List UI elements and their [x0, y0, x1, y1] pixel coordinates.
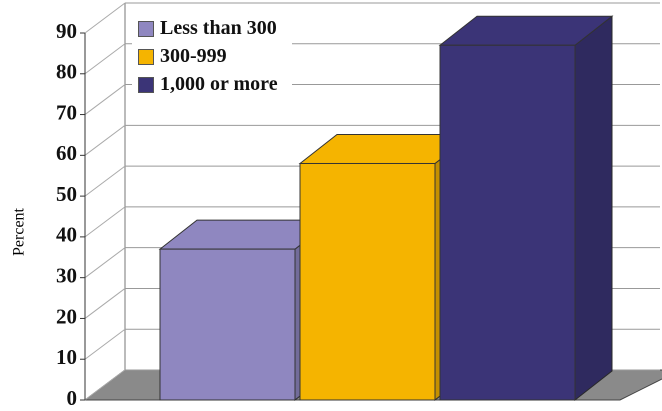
- legend-swatch: [138, 77, 154, 93]
- tick-depth: [84, 206, 126, 238]
- y-tick-label: 70: [56, 100, 77, 124]
- legend-label: Less than 300: [160, 17, 277, 39]
- legend: Less than 300 300-999 1,000 or more: [132, 12, 292, 106]
- legend-label: 1,000 or more: [160, 73, 278, 95]
- y-tick-label: 20: [56, 304, 77, 328]
- tick-depth: [84, 288, 126, 319]
- legend-swatch: [138, 21, 154, 37]
- bar: [299, 162, 436, 401]
- bar: [159, 248, 296, 401]
- tick-depth: [84, 247, 126, 279]
- legend-label: 300-999: [160, 45, 227, 67]
- y-tick-label: 10: [56, 345, 77, 369]
- tick-depth: [84, 84, 126, 115]
- legend-entry: 300-999: [138, 44, 288, 68]
- y-tick-label: 60: [56, 141, 77, 165]
- y-tick-label: 30: [56, 263, 77, 287]
- y-tick-label: 40: [56, 223, 77, 247]
- legend-entry: Less than 300: [138, 16, 288, 40]
- legend-swatch: [138, 49, 154, 65]
- tick-depth: [84, 124, 126, 156]
- bar-side: [574, 15, 613, 402]
- tick-depth: [84, 2, 126, 34]
- bar: [439, 44, 576, 401]
- tick-depth: [84, 328, 126, 360]
- legend-entry: 1,000 or more: [138, 72, 288, 96]
- tick-depth: [84, 43, 126, 75]
- y-axis-label: Percent: [11, 207, 28, 256]
- y-tick-label: 80: [56, 60, 77, 84]
- tick-depth: [84, 369, 126, 401]
- y-tick-label: 50: [56, 182, 77, 206]
- y-tick-label: 90: [56, 19, 77, 43]
- y-tick-label: 0: [67, 386, 78, 410]
- tick-depth: [84, 165, 126, 197]
